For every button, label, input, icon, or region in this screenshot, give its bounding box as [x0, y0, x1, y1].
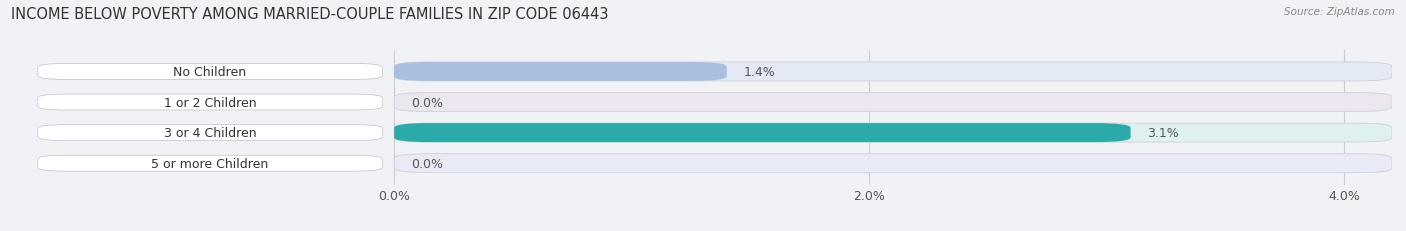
FancyBboxPatch shape: [394, 154, 1392, 173]
FancyBboxPatch shape: [394, 63, 727, 82]
Text: 1 or 2 Children: 1 or 2 Children: [163, 96, 256, 109]
Text: No Children: No Children: [173, 66, 246, 79]
FancyBboxPatch shape: [38, 64, 382, 80]
Text: 5 or more Children: 5 or more Children: [152, 157, 269, 170]
FancyBboxPatch shape: [38, 155, 382, 171]
Text: 1.4%: 1.4%: [744, 66, 775, 79]
FancyBboxPatch shape: [38, 125, 382, 141]
Text: 3 or 4 Children: 3 or 4 Children: [163, 127, 256, 140]
Text: Source: ZipAtlas.com: Source: ZipAtlas.com: [1284, 7, 1395, 17]
Text: INCOME BELOW POVERTY AMONG MARRIED-COUPLE FAMILIES IN ZIP CODE 06443: INCOME BELOW POVERTY AMONG MARRIED-COUPL…: [11, 7, 609, 22]
Text: 3.1%: 3.1%: [1147, 127, 1180, 140]
Text: 0.0%: 0.0%: [411, 157, 443, 170]
FancyBboxPatch shape: [394, 124, 1130, 143]
FancyBboxPatch shape: [38, 95, 382, 110]
Text: 0.0%: 0.0%: [411, 96, 443, 109]
FancyBboxPatch shape: [394, 63, 1392, 82]
FancyBboxPatch shape: [394, 124, 1392, 143]
FancyBboxPatch shape: [394, 93, 1392, 112]
